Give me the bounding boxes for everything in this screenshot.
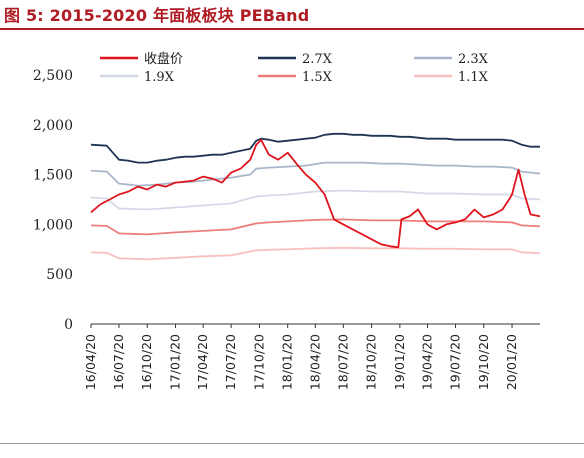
title-rule — [0, 28, 584, 30]
x-tick-label: 20/01/20 — [504, 334, 519, 390]
legend-label-0: 收盘价 — [144, 51, 183, 67]
x-tick-label: 19/07/20 — [447, 334, 462, 390]
series-line-0 — [90, 138, 541, 249]
x-tick-label: 18/04/20 — [307, 334, 322, 390]
legend-label-2: 2.3X — [458, 52, 489, 67]
x-tick-label: 19/04/20 — [420, 334, 435, 390]
figure-title: 图 5: 2015-2020 年面板板块 PEBand — [4, 6, 310, 25]
x-tick-label: 17/07/20 — [223, 334, 238, 390]
x-tick-label: 18/01/20 — [280, 334, 295, 390]
series-layer — [90, 132, 541, 261]
legend-label-3: 1.9X — [144, 70, 175, 85]
legend-label-4: 1.5X — [302, 70, 333, 85]
x-tick-label: 16/04/20 — [83, 334, 98, 390]
x-tick-label: 17/04/20 — [195, 334, 210, 390]
series-line-2 — [90, 161, 541, 187]
y-tick-label: 500 — [46, 267, 73, 283]
x-tick-label: 19/10/20 — [476, 334, 491, 390]
y-tick-label: 2,000 — [33, 118, 73, 134]
series-line-5 — [90, 246, 541, 261]
y-tick-label: 1,000 — [33, 217, 73, 233]
legend: 收盘价 2.7X 2.3X 1.9X 1.5X 1.1X — [100, 51, 489, 85]
legend-label-5: 1.1X — [458, 70, 489, 85]
bottom-rule — [0, 443, 584, 444]
x-tick-label: 16/10/20 — [139, 334, 154, 390]
x-tick-label: 17/10/20 — [251, 334, 266, 390]
x-tick-label: 18/10/20 — [364, 334, 379, 390]
x-tick-label: 16/07/20 — [111, 334, 126, 390]
y-tick-label: 0 — [64, 317, 73, 333]
series-line-3 — [90, 189, 541, 211]
x-tick-label: 17/01/20 — [168, 334, 183, 390]
y-tick-label: 2,500 — [33, 68, 73, 84]
y-tick-label: 1,500 — [33, 168, 73, 184]
x-tick-label: 18/07/20 — [335, 334, 350, 390]
series-line-1 — [90, 132, 540, 164]
x-tick-label: 19/01/20 — [392, 334, 407, 390]
axes-layer: 0 500 1,000 1,500 2,000 2,500 16/04/20 16/07/20… — [33, 68, 540, 390]
series-line-4 — [90, 218, 541, 236]
legend-label-1: 2.7X — [302, 52, 333, 67]
